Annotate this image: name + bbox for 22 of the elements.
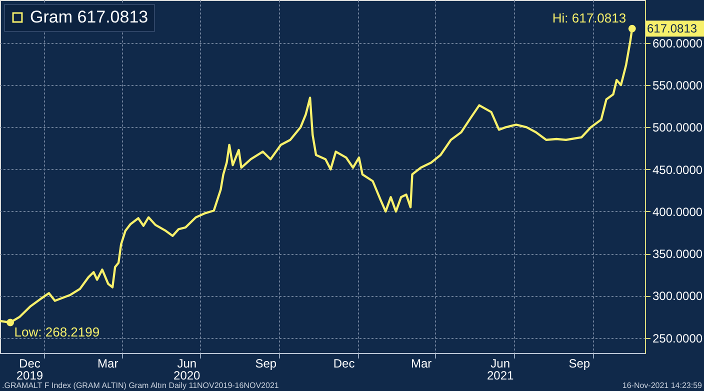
- text: .GRAMALT F Index (GRAM ALTIN) Gram Altın Daily 11NOV2019-16NOV2021: [2, 381, 280, 390]
- y-tick-label: 250.0000: [652, 331, 703, 346]
- x-tick-label: Jun 2021: [487, 356, 514, 382]
- y-tick-label: 450.0000: [652, 162, 703, 177]
- y-tick-label: 300.0000: [652, 289, 703, 304]
- y-tick-label: 350.0000: [652, 247, 703, 262]
- y-tick-label: 550.0000: [652, 78, 703, 93]
- x-tick-label: Sep: [568, 356, 590, 370]
- annotation: 617.0813: [647, 22, 698, 36]
- x-tick-label: Mar: [411, 356, 432, 370]
- x-tick-label: Mar: [98, 356, 118, 370]
- y-tick-label: 400.0000: [652, 204, 703, 219]
- legend-label: Gram 617.0813: [30, 8, 148, 26]
- annotation: Hi: 617.0813: [552, 10, 626, 26]
- text: 16-Nov-2021 14:23:59: [622, 381, 703, 390]
- x-tick-label: Jun 2020: [174, 356, 201, 382]
- y-tick-label: 500.0000: [652, 120, 703, 135]
- x-tick-label: Dec 2019: [16, 356, 44, 382]
- annotation: Low: 268.2199: [14, 324, 100, 340]
- x-tick-label: Dec: [333, 356, 355, 370]
- x-tick-label: Sep: [255, 356, 277, 370]
- y-tick-label: 600.0000: [652, 36, 703, 50]
